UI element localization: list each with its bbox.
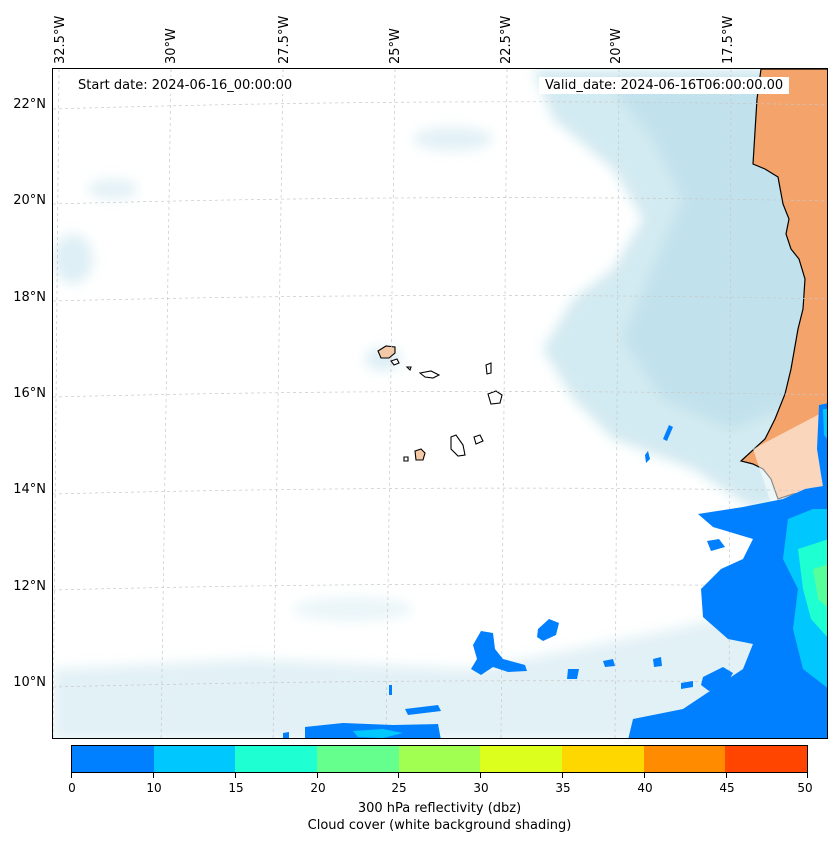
reflectivity-blob-small — [603, 659, 615, 667]
cloud-region-south — [53, 589, 827, 738]
lon-label-25w: 25°W — [388, 28, 403, 64]
colorbar-tick — [562, 773, 563, 778]
cloud-patch-central — [293, 597, 413, 621]
cloud-cover-layer — [53, 69, 827, 738]
reflectivity-blob-east-4 — [567, 669, 579, 679]
colorbar-tick-label: 25 — [391, 781, 407, 795]
colorbar-tick — [71, 773, 72, 778]
island-fogo — [414, 448, 426, 461]
colorbar-label: 300 hPa reflectivity (dbz) — [357, 801, 522, 816]
colorbar-segment-15-20 — [235, 746, 318, 772]
island-maio — [473, 434, 484, 445]
colorbar-sublabel: Cloud cover (white background shading) — [307, 818, 572, 833]
land-layer — [739, 69, 827, 509]
colorbar-tick-label: 50 — [797, 781, 813, 795]
reflectivity-layer — [283, 403, 827, 738]
valid-date-label: Valid_date: 2024-06-16T06:00:00.00 — [539, 77, 790, 94]
lon-label-30w: 30°W — [164, 28, 179, 64]
island-santa-luzia — [405, 366, 412, 372]
cloud-patch-west-2 — [88, 179, 138, 199]
reflectivity-blob-east-5 — [681, 681, 693, 689]
colorbar — [71, 745, 808, 773]
colorbar-tick — [807, 773, 808, 778]
lat-label-20n: 20°N — [13, 193, 46, 208]
colorbar-tick-label: 10 — [146, 781, 162, 795]
colorbar-segment-0-10 — [72, 746, 154, 772]
start-date-label: Start date: 2024-06-16_00:00:00 — [72, 77, 299, 94]
island-sao-nicolau — [418, 370, 441, 379]
reflectivity-area-southeast — [628, 485, 827, 738]
colorbar-tick-label: 30 — [473, 781, 489, 795]
cape-verde-islands — [377, 345, 503, 462]
colorbar-segment-45-50 — [725, 746, 808, 772]
reflectivity-area-southeast-25 — [813, 564, 827, 608]
lon-label-17-5w: 17.5°W — [721, 15, 736, 64]
reflectivity-area-southeast-20 — [798, 539, 827, 637]
colorbar-tick — [726, 773, 727, 778]
island-brava — [403, 456, 409, 462]
lat-label-22n: 22°N — [13, 97, 46, 112]
colorbar-segment-30-35 — [480, 746, 563, 772]
colorbar-tick-label: 0 — [68, 781, 76, 795]
reflectivity-blob-south-3 — [389, 685, 392, 695]
colorbar-tick — [398, 773, 399, 778]
map-panel — [52, 68, 828, 739]
lon-label-32-5w: 32.5°W — [53, 15, 68, 64]
lon-label-20w: 20°W — [609, 28, 624, 64]
cloud-patch-north — [413, 127, 493, 151]
colorbar-tick — [153, 773, 154, 778]
cloud-patch-west-1 — [53, 234, 93, 284]
reflectivity-blob-east-3 — [701, 667, 733, 691]
island-sao-vicente — [390, 358, 400, 366]
reflectivity-blob-east-1 — [707, 539, 725, 551]
reflectivity-blob-south-15 — [353, 729, 403, 738]
map-canvas — [53, 69, 827, 738]
colorbar-tick-label: 20 — [310, 781, 326, 795]
island-boa-vista — [487, 390, 503, 405]
colorbar-tick — [235, 773, 236, 778]
lat-label-14n: 14°N — [13, 482, 46, 497]
lat-label-18n: 18°N — [13, 290, 46, 305]
reflectivity-blob-right — [537, 619, 559, 641]
lon-label-22-5w: 22.5°W — [499, 15, 514, 64]
island-santiago — [450, 434, 466, 457]
colorbar-tick — [317, 773, 318, 778]
reflectivity-streak-1 — [663, 425, 673, 441]
africa-land-fade — [753, 410, 827, 509]
colorbar-segment-40-45 — [643, 746, 726, 772]
reflectivity-area-east-edge-15 — [823, 409, 827, 439]
colorbar-segment-35-40 — [562, 746, 644, 772]
colorbar-tick — [644, 773, 645, 778]
reflectivity-streak-2 — [645, 451, 650, 463]
lon-label-27-5w: 27.5°W — [277, 15, 292, 64]
colorbar-segment-20-25 — [317, 746, 399, 772]
colorbar-tick-label: 35 — [555, 781, 571, 795]
colorbar-tick — [480, 773, 481, 778]
reflectivity-blob-south-2 — [405, 705, 441, 715]
reflectivity-blob-south-4 — [283, 732, 289, 738]
colorbar-tick-label: 15 — [228, 781, 244, 795]
colorbar-segment-25-30 — [398, 746, 481, 772]
graticule — [53, 69, 827, 738]
lat-label-10n: 10°N — [13, 675, 46, 690]
lat-label-12n: 12°N — [13, 579, 46, 594]
colorbar-tick-label: 45 — [719, 781, 735, 795]
colorbar-segment-10-15 — [153, 746, 236, 772]
colorbar-tick-label: 40 — [637, 781, 653, 795]
reflectivity-blob-east-2 — [653, 657, 662, 667]
reflectivity-blob-center — [471, 631, 527, 675]
lat-label-16n: 16°N — [13, 386, 46, 401]
island-santo-antao — [377, 345, 396, 359]
island-sal — [485, 362, 492, 375]
